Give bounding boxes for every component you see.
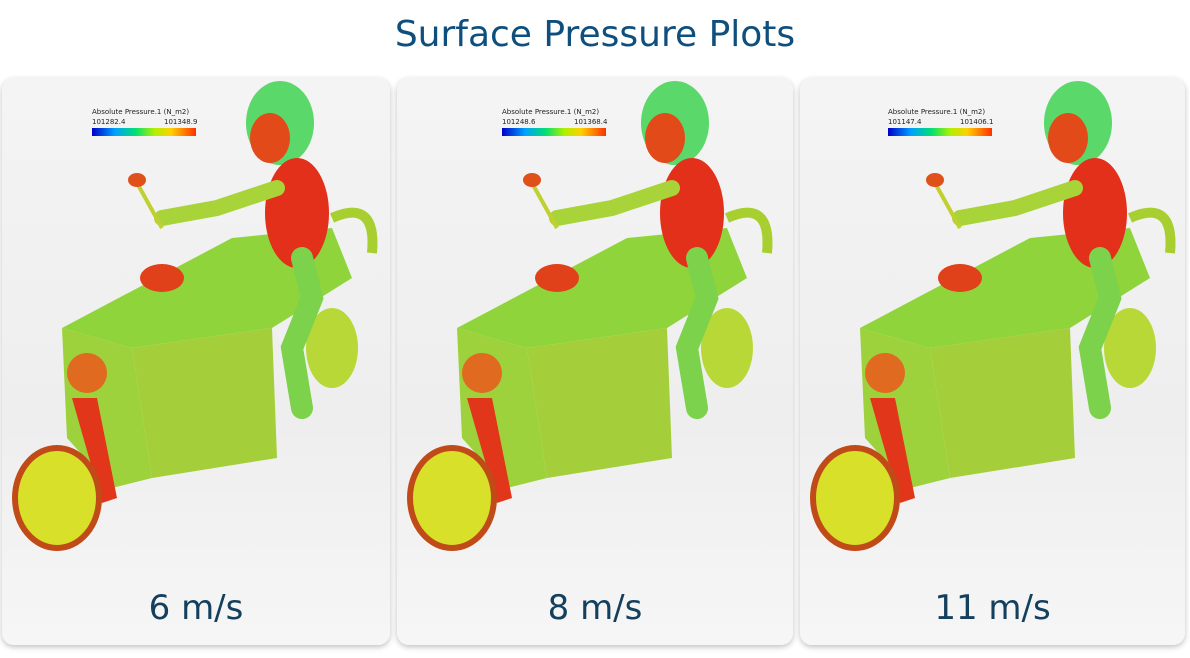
panel: Absolute Pressure.1 (N_m2) 101248.6 101368… xyxy=(397,78,793,645)
render xyxy=(810,81,1176,551)
speed-label: 6 m/s xyxy=(148,588,244,628)
fork xyxy=(467,398,512,503)
rear-wheel xyxy=(701,308,753,388)
headlight xyxy=(462,353,502,393)
panel: Absolute Pressure.1 (N_m2) 101147.4 101406… xyxy=(800,78,1185,645)
speed-label: 11 m/s xyxy=(934,588,1051,628)
colorbar xyxy=(92,128,196,136)
rear-wheel xyxy=(1104,308,1156,388)
visor xyxy=(250,113,290,163)
seat-spot xyxy=(938,264,982,292)
body-side xyxy=(527,328,672,478)
leg xyxy=(1078,247,1122,419)
mirror-stem xyxy=(530,182,559,229)
headlight xyxy=(865,353,905,393)
legend-min: 101147.4 xyxy=(888,118,922,126)
legend-max: 101368.4 xyxy=(574,118,608,126)
fork xyxy=(870,398,915,503)
speed-label: 8 m/s xyxy=(547,588,643,628)
colorbar xyxy=(502,128,606,136)
mirror xyxy=(128,173,146,187)
mirror-stem xyxy=(933,182,962,229)
seat-spot xyxy=(535,264,579,292)
body-side xyxy=(132,328,277,478)
mirror xyxy=(523,173,541,187)
visor xyxy=(645,113,685,163)
tail xyxy=(329,207,378,254)
title: Surface Pressure Plots xyxy=(394,14,796,55)
body-side xyxy=(930,328,1075,478)
leg xyxy=(280,247,324,419)
arm xyxy=(549,180,680,226)
legend-min: 101282.4 xyxy=(92,118,126,126)
fork xyxy=(72,398,117,503)
legend-max: 101348.9 xyxy=(164,118,198,126)
legend-title: Absolute Pressure.1 (N_m2) xyxy=(888,108,986,116)
front-wheel xyxy=(810,445,900,551)
visor xyxy=(1048,113,1088,163)
legend-title: Absolute Pressure.1 (N_m2) xyxy=(92,108,190,116)
mirror xyxy=(926,173,944,187)
legend-title: Absolute Pressure.1 (N_m2) xyxy=(502,108,600,116)
arm xyxy=(952,180,1083,226)
render xyxy=(12,81,378,551)
tail xyxy=(724,207,773,254)
arm xyxy=(154,180,285,226)
legend-max: 101406.1 xyxy=(960,118,994,126)
mirror-stem xyxy=(135,182,164,229)
render xyxy=(407,81,773,551)
colorbar xyxy=(888,128,992,136)
tail xyxy=(1127,207,1176,254)
front-wheel xyxy=(12,445,102,551)
rear-wheel xyxy=(306,308,358,388)
headlight xyxy=(67,353,107,393)
legend-min: 101248.6 xyxy=(502,118,536,126)
front-wheel xyxy=(407,445,497,551)
leg xyxy=(675,247,719,419)
seat-spot xyxy=(140,264,184,292)
panel: Absolute Pressure.1 (N_m2) 101282.4 101348… xyxy=(2,78,390,645)
